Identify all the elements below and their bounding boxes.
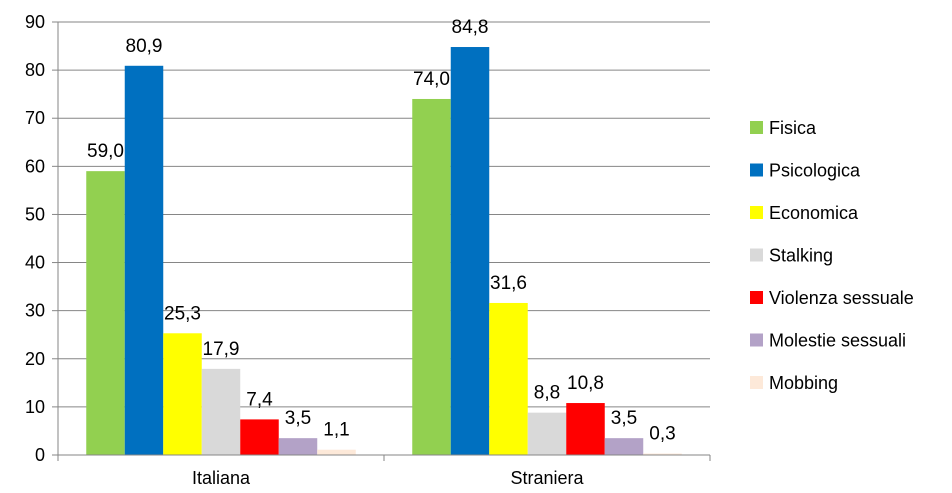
legend-swatch: [750, 163, 763, 177]
bar: [643, 453, 682, 455]
data-label: 10,8: [567, 373, 604, 394]
data-label: 17,9: [203, 339, 240, 360]
legend-label: Stalking: [769, 246, 833, 266]
data-label: 25,3: [164, 303, 201, 324]
data-label: 3,5: [285, 408, 311, 429]
bar: [489, 302, 528, 455]
legend-label: Molestie sessuali: [769, 331, 906, 351]
legend-swatch: [750, 248, 763, 262]
bar: [240, 419, 279, 455]
data-label: 3,5: [611, 408, 637, 429]
y-tick-label: 10: [25, 397, 45, 417]
y-tick-label: 0: [35, 445, 45, 465]
data-label: 7,4: [246, 389, 273, 410]
y-tick-label: 60: [25, 156, 45, 176]
legend-swatch: [750, 121, 763, 134]
legend: Fisica Psicologica Economica Stalking Violen…: [750, 118, 914, 393]
legend-swatch: [750, 333, 763, 347]
bar: [566, 403, 605, 455]
bar: [86, 171, 125, 455]
y-tick-label: 80: [25, 60, 45, 80]
bar: [201, 368, 241, 455]
bar: [450, 47, 490, 456]
x-axis: Italiana Straniera: [57, 454, 711, 488]
legend-label: Violenza sessuale: [769, 288, 914, 308]
data-label: 31,6: [490, 273, 527, 294]
legend-swatch: [750, 376, 763, 389]
legend-swatch: [750, 291, 763, 304]
y-tick-label: 70: [25, 108, 45, 128]
data-label: 1,1: [323, 420, 349, 441]
bar: [604, 438, 644, 455]
data-label: 8,8: [534, 383, 560, 404]
data-label: 59,0: [87, 141, 124, 162]
y-tick-label: 90: [25, 12, 45, 32]
data-label: 80,9: [126, 36, 163, 57]
legend-label: Psicologica: [769, 161, 861, 181]
y-tick-label: 40: [25, 253, 45, 273]
x-category-label: Italiana: [192, 468, 251, 488]
legend-label: Fisica: [769, 118, 817, 138]
bars: [86, 47, 682, 456]
y-axis: 0 10 20 30 40 50 60 70 80 90: [25, 12, 59, 465]
data-label: 84,8: [452, 17, 489, 38]
bar: [278, 438, 318, 455]
bar: [317, 449, 356, 455]
legend-swatch: [750, 206, 763, 219]
y-tick-label: 50: [25, 204, 45, 224]
y-tick-label: 30: [25, 301, 45, 321]
legend-label: Economica: [769, 203, 859, 223]
data-label: 74,0: [413, 69, 450, 90]
legend-label: Mobbing: [769, 373, 838, 393]
bar: [163, 333, 202, 455]
bar: [412, 98, 451, 455]
bar: [527, 412, 567, 455]
data-labels: 59,0 80,9 25,317,9 7,4 3,5 1,1 74,0 84,8 31,6 8,8…: [87, 17, 676, 445]
bar: [124, 65, 164, 455]
x-category-label: Straniera: [510, 468, 584, 488]
y-tick-label: 20: [25, 349, 45, 369]
data-label: 0,3: [649, 424, 675, 445]
